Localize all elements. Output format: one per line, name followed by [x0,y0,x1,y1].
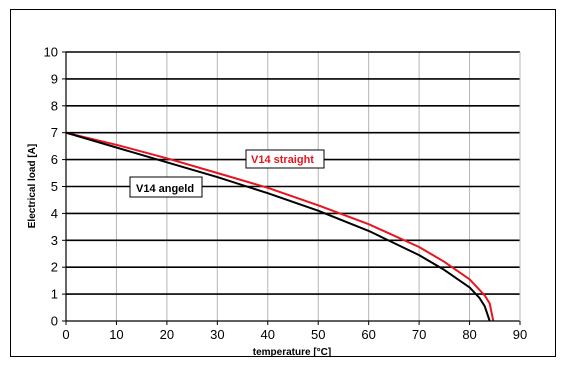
chart-frame [10,9,556,357]
label-straight-text: V14 straight [251,154,314,166]
y-tick-label: 7 [51,125,58,140]
x-tick-label: 0 [62,327,69,342]
x-axis-title: temperature [°C] [253,347,331,358]
series-layer [65,131,495,322]
y-tick-label: 9 [51,71,58,86]
x-tick-label: 70 [412,327,426,342]
x-tick-label: 60 [361,327,375,342]
x-tick-labels: 0 10 20 30 40 50 60 70 80 90 [62,327,527,342]
x-tick-label: 10 [109,327,123,342]
y-tick-label: 2 [51,260,58,275]
label-straight: V14 straight [245,149,325,169]
series-line-v14-straight [65,131,495,322]
horizontal-gridlines [66,51,520,295]
y-tick-label: 3 [51,233,58,248]
x-tick-label: 30 [210,327,224,342]
y-tick-label: 10 [44,45,58,60]
axes [62,51,521,325]
y-axis-title: Electrical load [A] [27,144,38,228]
series-line-v14-angeld [65,131,491,322]
label-angeld: V14 angeld [129,176,203,198]
x-tick-label: 20 [160,327,174,342]
label-angeld-text: V14 angeld [136,183,194,195]
x-tick-label: 90 [513,327,527,342]
y-tick-label: 6 [51,152,58,167]
x-tick-label: 80 [462,327,476,342]
x-tick-label: 50 [311,327,325,342]
y-tick-label: 4 [51,206,58,221]
y-tick-label: 0 [51,314,58,329]
y-tick-label: 5 [51,179,58,194]
x-tick-label: 40 [261,327,275,342]
y-tick-label: 8 [51,98,58,113]
y-tick-label: 1 [51,287,58,302]
y-tick-labels: 0 1 2 3 4 5 6 7 8 9 10 [44,45,58,329]
